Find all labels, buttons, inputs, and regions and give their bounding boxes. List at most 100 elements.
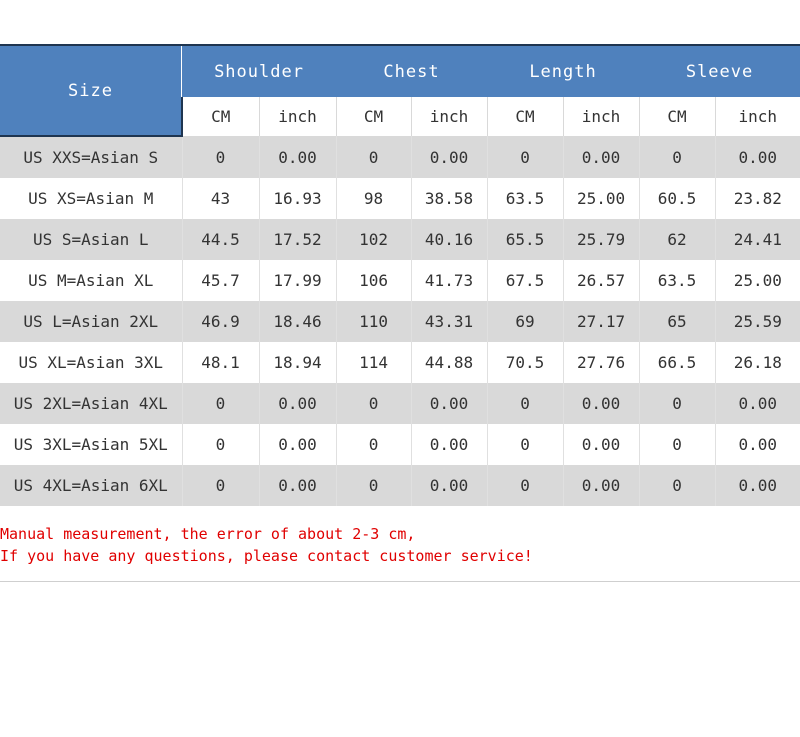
measurement-cell: 0 <box>638 465 716 506</box>
measurement-cell: 27.76 <box>562 342 640 383</box>
unit-header: CM <box>486 97 564 136</box>
measurement-cell: 17.99 <box>258 260 337 301</box>
measurement-cell: 0.00 <box>410 136 488 178</box>
table-row: US S=Asian L 44.5 17.52 102 40.16 65.5 25.79 62… <box>0 219 800 260</box>
measurement-cell: 48.1 <box>181 342 259 383</box>
table-row: US 4XL=Asian 6XL 0 0.00 0 0.00 0 0.00 0 0.00 <box>0 465 800 506</box>
measurement-cell: 0 <box>181 465 259 506</box>
measurement-cell: 0.00 <box>562 383 640 424</box>
measurement-cell: 63.5 <box>638 260 716 301</box>
measurement-cell: 17.52 <box>258 219 337 260</box>
measurement-cell: 0 <box>486 424 564 465</box>
measurement-cell: 69 <box>486 301 564 342</box>
measurement-cell: 0.00 <box>562 136 640 178</box>
measurement-cell: 0.00 <box>258 465 337 506</box>
measurement-cell: 0 <box>486 136 564 178</box>
measurement-cell: 0 <box>181 136 259 178</box>
unit-header: CM <box>335 97 412 136</box>
size-chart: Size Shoulder Chest Length Sleeve CM inc… <box>0 44 800 506</box>
length-header: Length <box>487 44 640 97</box>
measurement-cell: 62 <box>638 219 716 260</box>
measurement-cell: 0 <box>335 424 412 465</box>
measurement-cell: 26.18 <box>714 342 800 383</box>
measurement-cell: 18.46 <box>258 301 337 342</box>
measurement-cell: 26.57 <box>562 260 640 301</box>
measurement-cell: 46.9 <box>181 301 259 342</box>
measurement-cell: 25.00 <box>714 260 800 301</box>
measurement-cell: 0 <box>181 383 259 424</box>
measurement-cell: 65.5 <box>486 219 564 260</box>
size-label-cell: US 2XL=Asian 4XL <box>0 383 182 424</box>
measurement-cell: 0 <box>486 383 564 424</box>
measurement-cell: 40.16 <box>410 219 488 260</box>
measurement-cell: 0.00 <box>562 424 640 465</box>
measurement-cell: 110 <box>335 301 412 342</box>
measurement-cell: 0.00 <box>714 383 800 424</box>
measurement-cell: 0.00 <box>714 136 800 178</box>
measurement-cell: 0 <box>638 424 716 465</box>
unit-header: CM <box>181 97 259 136</box>
chest-header: Chest <box>336 44 488 97</box>
header-row: Size Shoulder Chest Length Sleeve <box>0 44 800 137</box>
measurement-notes: Manual measurement, the error of about 2… <box>0 523 800 567</box>
table-row: US XS=Asian M 43 16.93 98 38.58 63.5 25.00 60.5… <box>0 178 800 219</box>
measurement-cell: 65 <box>638 301 716 342</box>
unit-header: inch <box>714 97 800 136</box>
measurement-cell: 0 <box>638 136 716 178</box>
measurement-cell: 0 <box>335 465 412 506</box>
measurement-cell: 102 <box>335 219 412 260</box>
measurement-cell: 0.00 <box>258 383 337 424</box>
table-row: US 3XL=Asian 5XL 0 0.00 0 0.00 0 0.00 0 0.00 <box>0 424 800 465</box>
measurement-cell: 66.5 <box>638 342 716 383</box>
size-label-cell: US 3XL=Asian 5XL <box>0 424 182 465</box>
measurement-cell: 0.00 <box>258 424 337 465</box>
measurement-cell: 44.88 <box>410 342 488 383</box>
size-label-cell: US XS=Asian M <box>0 178 182 219</box>
measurement-cell: 114 <box>335 342 412 383</box>
unit-header: inch <box>258 97 337 136</box>
size-label-cell: US XL=Asian 3XL <box>0 342 182 383</box>
table-row: US L=Asian 2XL 46.9 18.46 110 43.31 69 27.17 65… <box>0 301 800 342</box>
measurement-cell: 0 <box>638 383 716 424</box>
table-row: US XXS=Asian S 0 0.00 0 0.00 0 0.00 0 0.00 <box>0 136 800 178</box>
table-row: US XL=Asian 3XL 48.1 18.94 114 44.88 70.5 27.7… <box>0 342 800 383</box>
measurement-cell: 43 <box>181 178 259 219</box>
table-row: US 2XL=Asian 4XL 0 0.00 0 0.00 0 0.00 0 0.00 <box>0 383 800 424</box>
note-line: Manual measurement, the error of about 2… <box>0 525 416 543</box>
measurement-cell: 38.58 <box>410 178 488 219</box>
measurement-cell: 44.5 <box>181 219 259 260</box>
measurement-cell: 25.00 <box>562 178 640 219</box>
table-row: US M=Asian XL 45.7 17.99 106 41.73 67.5 26.57 6… <box>0 260 800 301</box>
measurement-cell: 60.5 <box>638 178 716 219</box>
size-label-cell: US XXS=Asian S <box>0 136 182 178</box>
size-label-cell: US 4XL=Asian 6XL <box>0 465 182 506</box>
measurement-cell: 18.94 <box>258 342 337 383</box>
measurement-cell: 98 <box>335 178 412 219</box>
measurement-cell: 25.79 <box>562 219 640 260</box>
unit-row: CM inch CM inch CM inch CM inch <box>0 97 800 136</box>
note-line: If you have any questions, please contac… <box>0 547 533 565</box>
measurement-cell: 41.73 <box>410 260 488 301</box>
measurement-cell: 0.00 <box>714 424 800 465</box>
measurement-cell: 67.5 <box>486 260 564 301</box>
measurement-cell: 0.00 <box>410 383 488 424</box>
measurement-cell: 23.82 <box>714 178 800 219</box>
table-body: US XXS=Asian S 0 0.00 0 0.00 0 0.00 0 0.00 US XS=… <box>0 136 800 506</box>
measurement-cell: 0 <box>335 136 412 178</box>
unit-header: CM <box>638 97 716 136</box>
measurement-cell: 45.7 <box>181 260 259 301</box>
measurement-cell: 106 <box>335 260 412 301</box>
unit-header: inch <box>410 97 488 136</box>
size-table: Size Shoulder Chest Length Sleeve CM inc… <box>0 44 800 506</box>
measurement-cell: 0 <box>486 465 564 506</box>
measurement-cell: 63.5 <box>486 178 564 219</box>
shoulder-header: Shoulder <box>182 44 337 97</box>
measurement-cell: 70.5 <box>486 342 564 383</box>
sleeve-header: Sleeve <box>639 44 800 97</box>
measurement-cell: 16.93 <box>258 178 337 219</box>
measurement-cell: 0.00 <box>410 424 488 465</box>
measurement-cell: 0 <box>335 383 412 424</box>
measurement-cell: 0.00 <box>562 465 640 506</box>
size-label-cell: US S=Asian L <box>0 219 182 260</box>
measurement-cell: 0.00 <box>410 465 488 506</box>
